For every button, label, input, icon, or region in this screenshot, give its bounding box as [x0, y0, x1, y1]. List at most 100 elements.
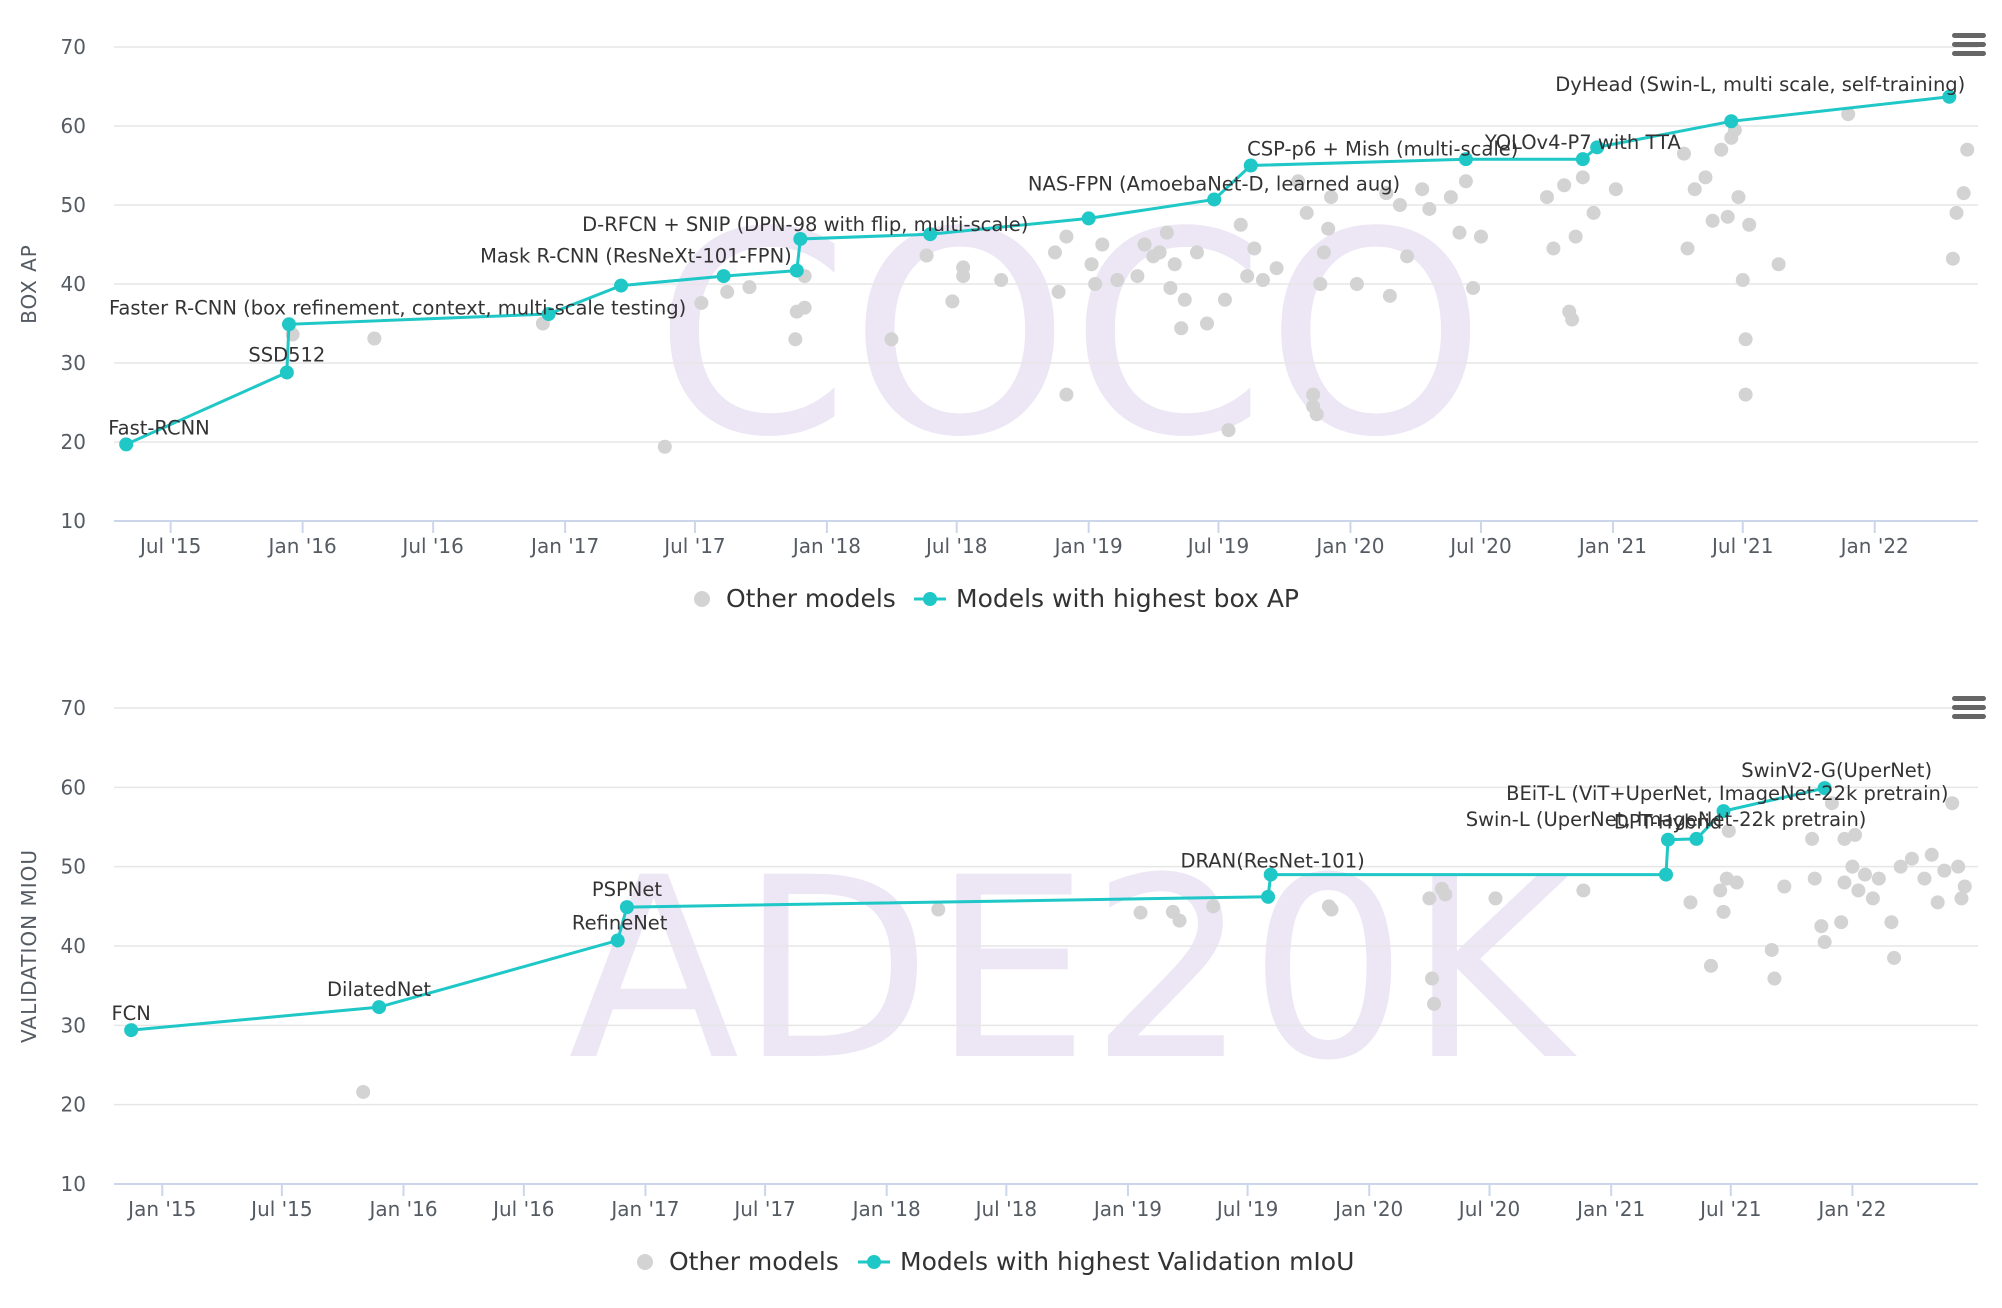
other-model-point — [1703, 958, 1718, 973]
x-tick-label: Jul '21 — [1698, 1197, 1761, 1221]
other-model-point — [1438, 887, 1453, 902]
highlight-model-point — [1207, 192, 1222, 207]
model-data-label: DRAN(ResNet-101) — [1181, 850, 1365, 873]
other-model-point — [1443, 190, 1458, 205]
highlight-model-point — [923, 227, 938, 242]
highlight-model-point — [610, 933, 625, 948]
y-tick-label: 10 — [61, 1172, 86, 1196]
x-tick-label: Jul '18 — [924, 534, 987, 558]
other-model-point — [1871, 871, 1886, 886]
other-model-point — [1956, 186, 1971, 201]
other-model-point — [1546, 241, 1561, 256]
highlight-model-point — [1263, 867, 1278, 882]
y-tick-label: 70 — [61, 35, 86, 59]
other-model-point — [1738, 332, 1753, 347]
other-model-point — [1771, 257, 1786, 272]
other-model-point — [1817, 935, 1832, 950]
other-model-point — [1217, 292, 1232, 307]
other-model-point — [1255, 273, 1270, 288]
other-model-point — [1767, 971, 1782, 986]
other-model-point — [1059, 229, 1074, 244]
other-model-point — [1309, 407, 1324, 422]
chart-menu-button-ade20k[interactable] — [1952, 696, 1986, 724]
highlight-model-point — [1716, 804, 1731, 819]
other-model-point — [1233, 217, 1248, 232]
x-tick-label: Jul '15 — [138, 534, 201, 558]
hamburger-menu-icon — [1952, 51, 1986, 56]
x-tick-label: Jul '15 — [249, 1197, 312, 1221]
other-model-point — [1084, 257, 1099, 272]
other-model-point — [1945, 251, 1960, 266]
other-model-point — [1954, 891, 1969, 906]
model-data-label: Faster R-CNN (box refinement, context, m… — [109, 296, 686, 319]
highlight-model-point — [1575, 152, 1590, 167]
other-model-point — [1837, 875, 1852, 890]
other-model-point — [1951, 859, 1966, 874]
highlight-model-point — [1458, 152, 1473, 167]
legend-other-label: Other models — [669, 1247, 839, 1276]
other-model-point — [1917, 871, 1932, 886]
highlight-model-point — [372, 1000, 387, 1015]
other-model-point — [1415, 182, 1430, 197]
other-model-point — [1714, 142, 1729, 157]
highlight-model-point — [124, 1023, 139, 1038]
hamburger-menu-icon — [1952, 42, 1986, 47]
other-model-point — [1807, 871, 1822, 886]
other-model-point — [1473, 229, 1488, 244]
other-model-point — [1130, 269, 1145, 284]
other-model-point — [1848, 827, 1863, 842]
other-model-point — [657, 439, 672, 454]
other-model-point — [1174, 321, 1189, 336]
other-model-point — [994, 273, 1009, 288]
other-model-point — [1299, 205, 1314, 220]
other-model-point — [1313, 277, 1328, 291]
legend-other-marker — [694, 591, 710, 607]
other-model-point — [1539, 190, 1554, 205]
x-tick-label: Jan '16 — [267, 534, 337, 558]
other-model-point — [1837, 831, 1852, 846]
x-tick-label: Jan '15 — [126, 1197, 196, 1221]
other-model-point — [1857, 867, 1872, 882]
other-model-point — [1887, 950, 1902, 965]
x-tick-label: Jul '16 — [491, 1197, 554, 1221]
other-model-point — [1904, 851, 1919, 866]
x-tick-label: Jul '19 — [1186, 534, 1249, 558]
highlight-model-point — [279, 365, 294, 380]
other-model-point — [1422, 891, 1437, 906]
other-model-point — [1206, 899, 1221, 914]
other-model-point — [1316, 245, 1331, 260]
other-model-point — [1565, 312, 1580, 327]
other-model-point — [1676, 146, 1691, 161]
ade20k-miou-chart: ADE20K 10 20 30 40 50 60 70 Jan '15 Jul '15 Jan '1… — [17, 696, 1978, 1276]
model-data-label: PSPNet — [592, 878, 662, 901]
legend-highlight-marker — [923, 592, 937, 606]
other-model-point — [1382, 288, 1397, 303]
other-model-point — [1110, 273, 1125, 288]
y-tick-label: 40 — [61, 934, 86, 958]
other-model-point — [356, 1084, 371, 1099]
other-model-point — [1721, 823, 1736, 838]
other-model-point — [1575, 170, 1590, 185]
model-data-label: SwinV2-G(UperNet) — [1741, 759, 1932, 782]
highlight-model-point — [1724, 114, 1739, 129]
x-tick-label: Jul '20 — [1457, 1197, 1520, 1221]
highlight-model-point — [541, 307, 556, 322]
chart-menu-button-coco[interactable] — [1952, 33, 1986, 61]
highlight-model-point — [789, 263, 804, 278]
other-model-point — [1937, 863, 1952, 878]
y-tick-label: 20 — [61, 430, 86, 454]
x-tick-label: Jul '18 — [974, 1197, 1037, 1221]
y-tick-label: 10 — [61, 509, 86, 533]
other-model-point — [1851, 883, 1866, 898]
highlight-model-point — [716, 269, 731, 284]
y-axis-label: VALIDATION MIOU — [17, 849, 41, 1043]
model-data-label: Swin-L (UperNet, ImageNet-22k pretrain) — [1466, 808, 1867, 831]
other-model-point — [1738, 387, 1753, 402]
other-model-point — [1824, 796, 1839, 811]
y-tick-label: 50 — [61, 193, 86, 217]
other-model-point — [1680, 241, 1695, 256]
other-model-point — [1466, 280, 1481, 295]
other-model-point — [1742, 217, 1757, 232]
other-model-point — [1713, 883, 1728, 898]
